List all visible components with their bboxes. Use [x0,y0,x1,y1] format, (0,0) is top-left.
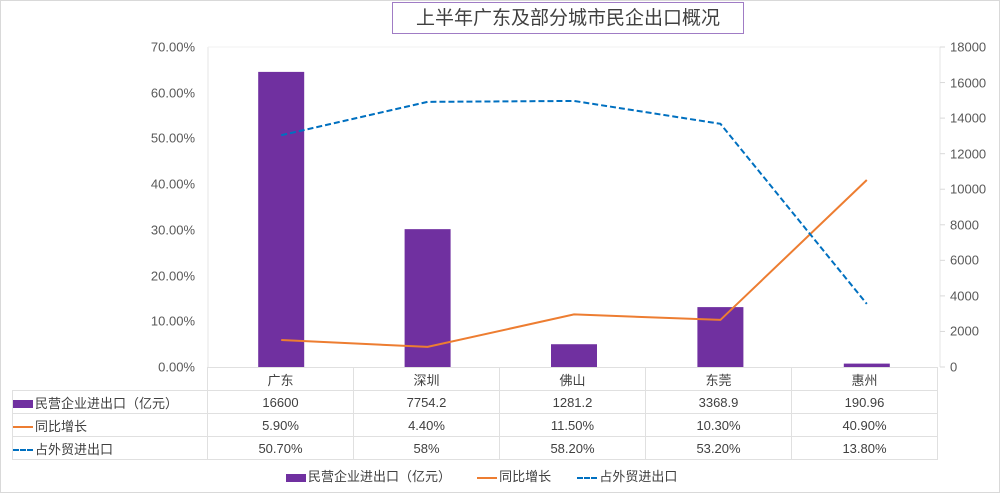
bar-legend-key-icon [286,473,306,482]
right-axis-tick: 12000 [950,146,987,162]
right-axis-tick: 6000 [950,252,979,268]
legend: 民营企业进出口（亿元） 同比增长 占外贸进出口 [286,466,699,485]
left-axis-tick: 20.00% [150,268,195,284]
legend-item-dash[interactable]: 占外贸进出口 [577,466,677,485]
category-label: 佛山 [499,367,646,391]
dash-legend-key-icon [577,476,598,479]
right-axis-tick: 4000 [950,288,979,304]
bar [697,307,744,367]
table-row: 占外贸进出口 50.70% 58% 58.20% 53.20% 13.80% [12,436,938,460]
left-axis-tick: 30.00% [150,222,195,238]
bar [843,363,890,367]
bar [258,71,305,367]
bar [551,344,597,367]
line-legend-key-icon [477,476,498,479]
bar-legend-key-icon [13,400,33,408]
dash-legend-key-icon [13,449,33,451]
right-axis-tick: 14000 [950,110,987,126]
right-axis-tick: 16000 [950,75,987,91]
left-axis-tick: 50.00% [150,130,195,146]
legend-item-line[interactable]: 同比增长 [477,466,551,485]
right-axis-tick: 0 [950,359,958,375]
right-axis-tick: 18000 [950,39,987,55]
left-axis-tick: 40.00% [150,176,195,192]
right-axis-tick: 2000 [950,323,979,339]
left-axis-tick: 10.00% [150,313,195,329]
category-label: 惠州 [791,367,938,391]
data-table: 广东 深圳 佛山 东莞 惠州 民营企业进出口（亿元） 16600 7754.2 … [12,367,938,460]
bar-series [258,71,890,367]
category-label: 广东 [207,367,354,391]
category-label: 东莞 [645,367,792,391]
left-axis-tick: 70.00% [150,39,195,55]
chart-title: 上半年广东及部分城市民企出口概况 [392,2,744,34]
right-axis-tick: 10000 [950,181,987,197]
table-row: 民营企业进出口（亿元） 16600 7754.2 1281.2 3368.9 1… [12,390,938,414]
table-row: 同比增长 5.90% 4.40% 11.50% 10.30% 40.90% [12,413,938,437]
growth-line [281,179,868,348]
category-label: 深圳 [353,367,500,391]
legend-item-bar[interactable]: 民营企业进出口（亿元） [286,466,451,485]
left-axis-tick: 60.00% [150,85,195,101]
right-axis-tick: 8000 [950,217,979,233]
share-line [280,99,868,305]
line-legend-key-icon [13,426,33,428]
